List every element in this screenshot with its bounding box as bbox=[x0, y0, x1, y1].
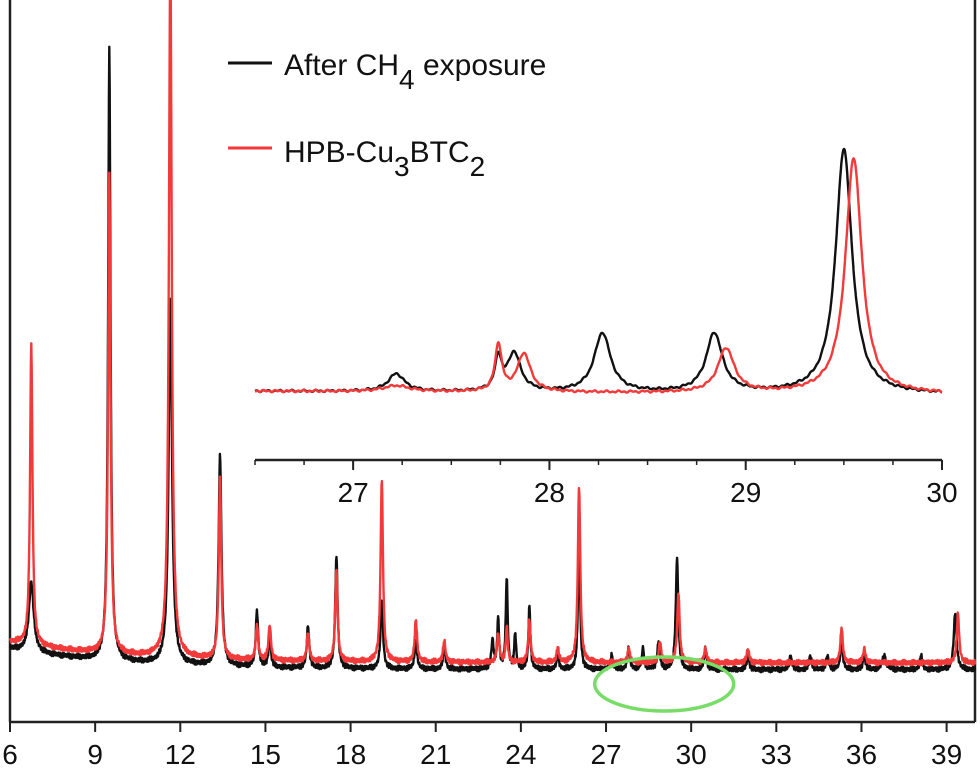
inset-series-0 bbox=[254, 147, 943, 394]
main-x-tick-label-1: 9 bbox=[87, 739, 103, 770]
main-x-tick-label-8: 30 bbox=[676, 739, 707, 770]
main-x-tick-label-2: 12 bbox=[165, 739, 196, 770]
main-x-tick-label-0: 6 bbox=[2, 739, 18, 770]
inset-x-tick-label-1: 28 bbox=[534, 477, 565, 508]
main-x-ticks: 6 9 12 15 18 21 24 27 30 33 36 39 bbox=[2, 722, 962, 770]
main-x-tick-label-9: 33 bbox=[761, 739, 792, 770]
main-x-tick-label-6: 24 bbox=[505, 739, 536, 770]
main-x-tick-label-5: 21 bbox=[420, 739, 451, 770]
main-x-tick-label-10: 36 bbox=[846, 739, 877, 770]
main-plot-frame bbox=[8, 0, 977, 724]
main-series-0 bbox=[9, 45, 977, 674]
main-series-layer bbox=[8, 0, 977, 674]
legend-label-after-ch4: After CH4 exposure bbox=[284, 49, 546, 95]
main-x-tick-label-7: 27 bbox=[590, 739, 621, 770]
main-x-tick-label-3: 15 bbox=[250, 739, 281, 770]
inset-x-tick-label-2: 29 bbox=[730, 477, 761, 508]
highlight-ellipse bbox=[592, 655, 736, 713]
main-x-tick-label-4: 18 bbox=[335, 739, 366, 770]
inset-series-layer bbox=[254, 147, 943, 394]
inset-series-1 bbox=[254, 157, 943, 394]
legend: After CH4 exposure HPB-Cu3BTC2 bbox=[228, 49, 546, 182]
main-x-tick-label-11: 39 bbox=[931, 739, 962, 770]
legend-label-hpb-cu3btc2: HPB-Cu3BTC2 bbox=[284, 136, 485, 182]
inset-x-ticks: 27 28 29 30 bbox=[254, 460, 958, 508]
inset-x-tick-label-3: 30 bbox=[926, 477, 957, 508]
inset-x-tick-label-0: 27 bbox=[338, 477, 369, 508]
main-series-1 bbox=[8, 0, 977, 667]
